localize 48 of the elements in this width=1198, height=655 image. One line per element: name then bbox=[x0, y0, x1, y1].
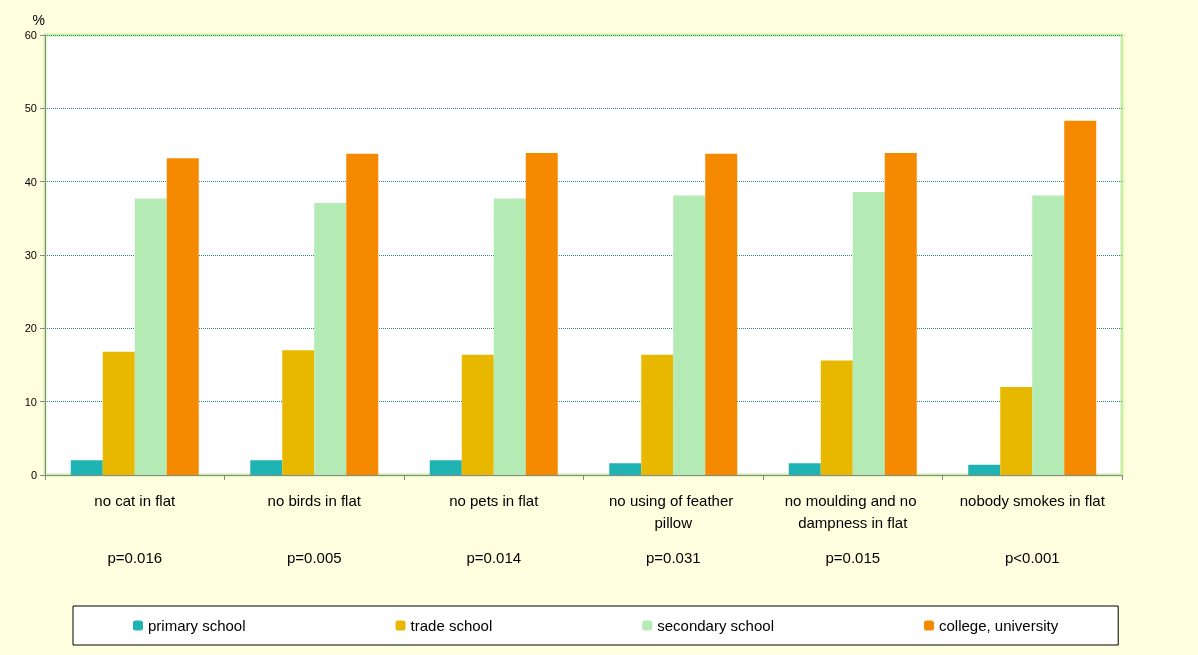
text: p=0.014 bbox=[466, 548, 522, 566]
x-tick-label: nobody smokes in flat bbox=[959, 491, 1106, 509]
bar bbox=[429, 460, 462, 475]
y-axis-title: % bbox=[32, 12, 45, 28]
bar bbox=[1032, 195, 1065, 475]
bar bbox=[134, 198, 167, 475]
x-tick-label: no cat in flat bbox=[94, 491, 177, 509]
bar bbox=[70, 460, 103, 475]
bar bbox=[884, 153, 917, 475]
bar bbox=[673, 195, 706, 475]
bar bbox=[1064, 120, 1097, 475]
text: p<0.001 bbox=[1004, 548, 1060, 566]
y-tick-label: 0 bbox=[30, 469, 37, 481]
text: p=0.031 bbox=[645, 548, 701, 566]
bar bbox=[820, 360, 853, 475]
legend-label: trade school bbox=[410, 617, 493, 634]
bar bbox=[314, 202, 347, 475]
bar bbox=[346, 153, 379, 475]
y-tick-label: 30 bbox=[24, 249, 37, 261]
bar bbox=[493, 198, 526, 475]
bar bbox=[705, 153, 738, 475]
text: p=0.015 bbox=[825, 548, 881, 566]
bar bbox=[788, 463, 821, 475]
text: p=0.005 bbox=[286, 548, 342, 566]
legend-label: college, university bbox=[938, 617, 1059, 634]
bar bbox=[852, 191, 885, 475]
y-tick-label: 50 bbox=[24, 102, 37, 115]
bar bbox=[641, 354, 674, 475]
bar bbox=[525, 153, 558, 475]
x-tick-label: no moulding and no dampness in flat bbox=[784, 491, 921, 531]
bar bbox=[282, 350, 315, 475]
bar bbox=[102, 351, 135, 475]
legend-label: secondary school bbox=[657, 617, 774, 634]
x-tick-label: no using of feather pillow bbox=[609, 491, 738, 531]
bar bbox=[166, 158, 199, 475]
bar bbox=[968, 464, 1001, 475]
y-tick-label: 60 bbox=[24, 29, 37, 41]
y-tick-label: 20 bbox=[24, 322, 37, 335]
bar bbox=[461, 354, 494, 475]
y-tick-label: 40 bbox=[24, 175, 37, 188]
x-tick-label: no pets in flat bbox=[449, 491, 540, 509]
bar bbox=[250, 460, 283, 475]
y-tick-label: 10 bbox=[24, 395, 37, 408]
x-tick-label: no birds in flat bbox=[267, 491, 362, 509]
bar bbox=[609, 463, 642, 475]
legend-label: primary school bbox=[148, 617, 246, 634]
bar bbox=[1000, 387, 1033, 475]
text: p=0.016 bbox=[107, 548, 163, 566]
